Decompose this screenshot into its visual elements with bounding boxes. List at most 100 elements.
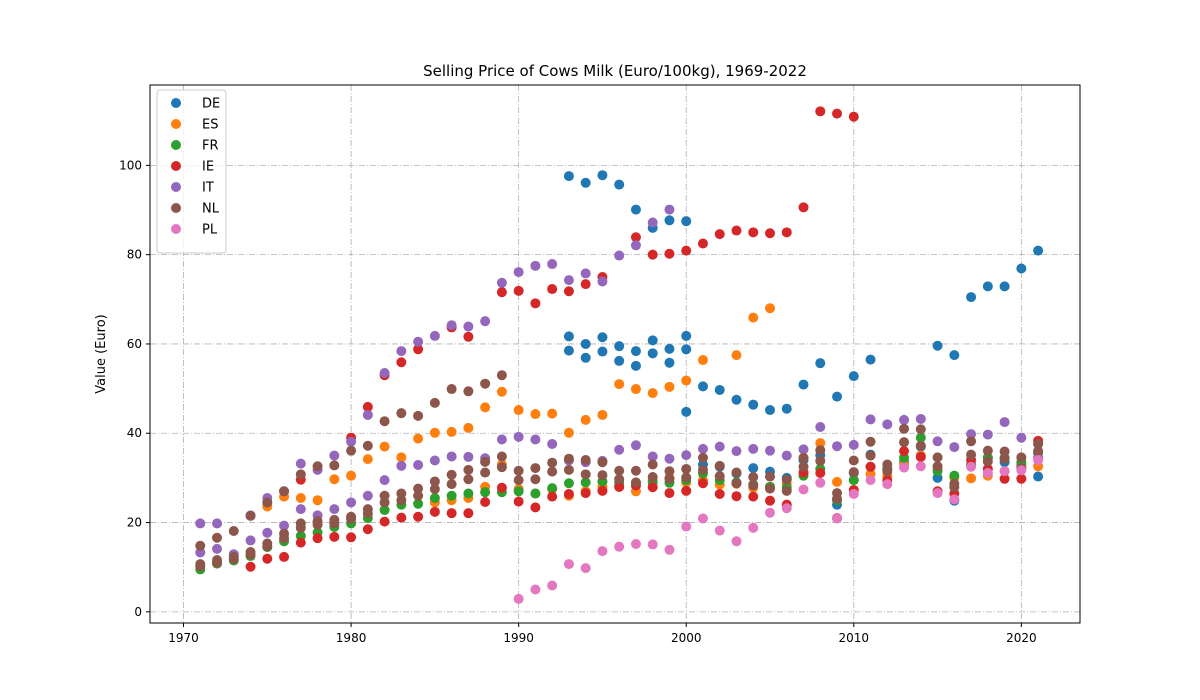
data-point bbox=[245, 510, 256, 521]
data-point bbox=[1033, 446, 1044, 457]
data-point bbox=[195, 540, 206, 551]
data-point bbox=[697, 355, 708, 366]
data-point bbox=[798, 202, 809, 213]
data-point bbox=[346, 445, 357, 456]
data-point bbox=[563, 331, 574, 342]
data-point bbox=[262, 541, 273, 552]
data-point bbox=[999, 453, 1010, 464]
data-point bbox=[530, 584, 541, 595]
data-point bbox=[815, 106, 826, 117]
data-point bbox=[748, 491, 759, 502]
data-point bbox=[379, 505, 390, 516]
data-point bbox=[798, 484, 809, 495]
series-pl bbox=[513, 455, 1044, 604]
data-point bbox=[882, 479, 893, 490]
data-point bbox=[982, 456, 993, 467]
data-point bbox=[413, 336, 424, 347]
data-point bbox=[748, 227, 759, 238]
data-point bbox=[982, 281, 993, 292]
data-point bbox=[463, 508, 474, 519]
data-point bbox=[580, 455, 591, 466]
data-point bbox=[396, 512, 407, 523]
data-point bbox=[195, 561, 206, 572]
x-tick-label: 1980 bbox=[336, 631, 367, 645]
data-point bbox=[379, 416, 390, 427]
data-point bbox=[480, 467, 491, 478]
data-point bbox=[480, 456, 491, 467]
data-point bbox=[614, 474, 625, 485]
data-point bbox=[530, 434, 541, 445]
data-point bbox=[547, 491, 558, 502]
data-point bbox=[530, 474, 541, 485]
data-point bbox=[312, 519, 323, 530]
data-point bbox=[848, 467, 859, 478]
data-point bbox=[563, 427, 574, 438]
data-point bbox=[966, 429, 977, 440]
data-point bbox=[513, 486, 524, 497]
data-point bbox=[580, 177, 591, 188]
data-point bbox=[731, 225, 742, 236]
data-point bbox=[630, 465, 641, 476]
data-point bbox=[915, 432, 926, 443]
data-point bbox=[765, 471, 775, 482]
data-point bbox=[413, 483, 424, 494]
data-point bbox=[1033, 455, 1044, 466]
data-point bbox=[563, 453, 574, 464]
data-point bbox=[815, 467, 826, 478]
data-point bbox=[463, 422, 474, 433]
data-point bbox=[446, 490, 457, 501]
data-point bbox=[999, 473, 1010, 484]
data-point bbox=[781, 227, 792, 238]
data-point bbox=[212, 518, 223, 529]
data-point bbox=[731, 536, 742, 547]
data-point bbox=[949, 442, 960, 453]
data-point bbox=[580, 488, 591, 499]
data-point bbox=[329, 474, 340, 485]
data-point bbox=[697, 513, 708, 524]
data-point bbox=[1016, 263, 1027, 274]
data-point bbox=[396, 452, 407, 463]
data-point bbox=[563, 478, 574, 489]
data-point bbox=[865, 354, 876, 365]
data-point bbox=[664, 343, 675, 354]
data-point bbox=[563, 345, 574, 356]
data-point bbox=[513, 431, 524, 442]
data-point bbox=[899, 414, 910, 425]
data-point bbox=[513, 267, 524, 278]
data-point bbox=[580, 279, 591, 290]
data-point bbox=[748, 472, 759, 483]
data-point bbox=[848, 371, 859, 382]
data-point bbox=[580, 338, 591, 349]
data-point bbox=[429, 484, 440, 495]
data-point bbox=[329, 531, 340, 542]
data-point bbox=[614, 341, 625, 352]
data-point bbox=[212, 543, 223, 554]
data-point bbox=[815, 421, 826, 432]
data-point bbox=[798, 379, 809, 390]
data-point bbox=[413, 433, 424, 444]
data-point bbox=[446, 320, 457, 331]
data-point bbox=[899, 423, 910, 434]
data-point bbox=[547, 284, 558, 295]
data-point bbox=[815, 477, 826, 488]
data-point bbox=[547, 483, 558, 494]
data-point bbox=[547, 259, 558, 270]
legend-label: PL bbox=[202, 223, 218, 238]
data-point bbox=[580, 414, 591, 425]
data-point bbox=[312, 461, 323, 472]
data-point bbox=[530, 409, 541, 420]
data-point bbox=[580, 268, 591, 279]
data-point bbox=[580, 477, 591, 488]
data-point bbox=[614, 465, 625, 476]
data-point bbox=[630, 204, 641, 215]
data-point bbox=[798, 452, 809, 463]
data-point bbox=[597, 332, 608, 343]
data-point bbox=[781, 450, 792, 461]
data-point bbox=[647, 459, 658, 470]
data-point bbox=[195, 518, 206, 529]
data-point bbox=[480, 316, 491, 327]
data-point bbox=[865, 475, 876, 486]
data-point bbox=[1033, 245, 1044, 256]
data-point bbox=[362, 409, 373, 420]
data-point bbox=[664, 204, 675, 215]
